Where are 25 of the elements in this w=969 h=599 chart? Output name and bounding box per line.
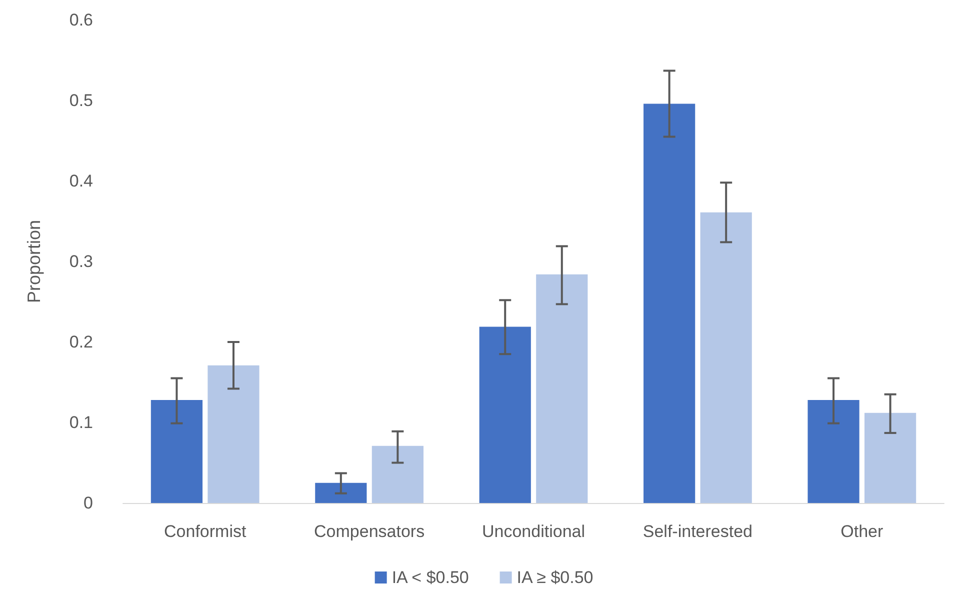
x-tick-label: Self-interested — [642, 522, 753, 541]
y-axis-title: Proportion — [24, 220, 44, 304]
bar — [150, 400, 203, 503]
bar — [208, 365, 260, 503]
y-tick-label: 0 — [84, 494, 93, 512]
y-tick-label: 0.3 — [69, 252, 93, 271]
y-tick-label: 0.5 — [69, 91, 93, 110]
bar — [479, 326, 531, 503]
y-tick-label: 0.1 — [69, 413, 93, 432]
y-tick-label: 0.6 — [69, 10, 93, 30]
x-tick-label: Compensators — [314, 522, 425, 541]
x-tick-label: Other — [840, 522, 884, 541]
bar — [864, 412, 916, 503]
bar — [315, 482, 367, 503]
y-tick-label: 0.2 — [69, 332, 93, 352]
x-tick-label: Conformist — [164, 522, 246, 541]
bar — [372, 446, 424, 503]
x-tick-label: Unconditional — [482, 522, 586, 541]
legend-label: IA ≥ $0.50 — [516, 568, 594, 587]
bar — [700, 212, 752, 503]
bar — [808, 400, 860, 503]
y-tick-label: 0.4 — [69, 172, 93, 190]
bar — [536, 274, 588, 503]
legend-label: IA < $0.50 — [392, 568, 469, 587]
bar — [644, 104, 696, 503]
